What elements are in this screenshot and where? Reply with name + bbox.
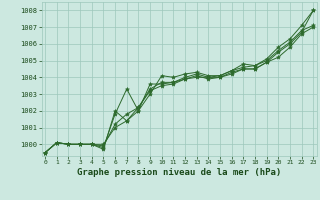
X-axis label: Graphe pression niveau de la mer (hPa): Graphe pression niveau de la mer (hPa) [77,168,281,177]
